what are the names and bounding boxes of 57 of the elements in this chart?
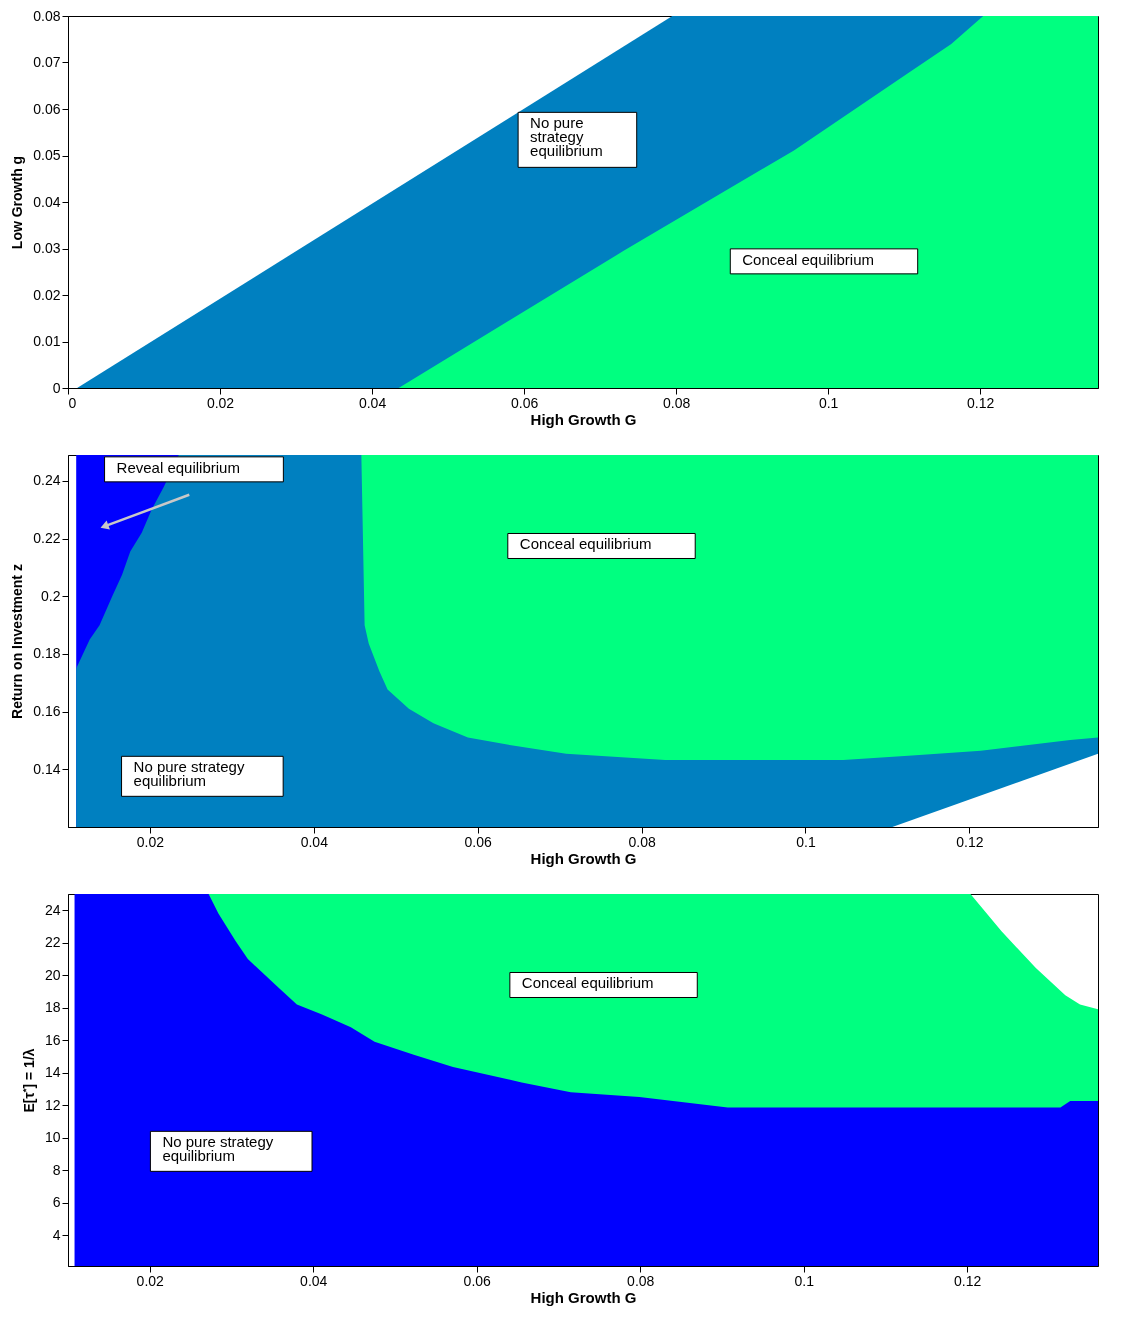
y-tick-label: 0.18 (33, 645, 61, 662)
x-tick-label: 0.06 (464, 833, 493, 850)
x-tick-label: 0.1 (818, 394, 839, 411)
y-tick-label: 0.02 (33, 286, 61, 303)
x-tick-label: 0.1 (796, 833, 816, 850)
x-axis-title: High Growth G (530, 849, 637, 867)
x-tick-label: 0.06 (463, 1272, 492, 1289)
x-axis-title: High Growth G (530, 410, 637, 428)
y-tick-label: 6 (52, 1194, 61, 1211)
y-tick-label: 0 (52, 379, 61, 396)
x-tick-label: 0.04 (300, 833, 329, 850)
x-tick-label: 0.02 (136, 833, 165, 850)
x-tick-label: 0 (68, 394, 77, 411)
x-tick-label: 0.06 (510, 394, 539, 411)
y-tick-label: 0.03 (33, 240, 61, 256)
y-tick-label: 14 (44, 1064, 61, 1081)
y-axis-title: Return on Investment z (9, 564, 26, 719)
annotation: Conceal equilibrium (519, 535, 652, 553)
y-tick-label: 0.24 (33, 472, 61, 489)
x-axis-title: High Growth G (530, 1288, 637, 1306)
annotation: Reveal equilibrium (116, 458, 240, 476)
y-tick-label: 24 (44, 901, 61, 918)
x-tick-label: 0.12 (967, 394, 995, 411)
y-tick-label: 20 (44, 966, 61, 983)
y-tick-label: 0.08 (33, 7, 61, 24)
y-tick-label: 0.16 (33, 703, 61, 720)
x-tick-label: 0.02 (206, 394, 235, 411)
y-axis-title: Low Growth g (9, 155, 26, 250)
y-tick-label: 12 (44, 1096, 61, 1113)
x-tick-label: 0.12 (956, 833, 984, 850)
y-tick-label: 0.14 (33, 760, 61, 777)
y-tick-label: 16 (44, 1031, 61, 1048)
x-tick-label: 0.08 (627, 1272, 655, 1289)
x-tick-label: 0.02 (136, 1272, 165, 1289)
x-tick-label: 0.08 (662, 394, 691, 411)
y-tick-label: 10 (44, 1129, 61, 1146)
annotation: No pure strategy equilibrium (162, 1133, 274, 1165)
x-tick-label: 0.12 (954, 1272, 982, 1289)
y-tick-label: 0.01 (33, 333, 61, 349)
y-tick-label: 8 (52, 1161, 61, 1178)
y-tick-label: 0.07 (33, 54, 61, 70)
annotation: No pure strategy equilibrium (133, 758, 245, 790)
y-tick-label: 22 (44, 934, 61, 951)
y-tick-label: 4 (52, 1226, 61, 1243)
y-tick-label: 18 (44, 999, 61, 1016)
y-tick-label: 0.04 (33, 193, 61, 210)
x-tick-label: 0.08 (628, 833, 656, 850)
x-tick-label: 0.04 (358, 394, 387, 411)
y-tick-label: 0.05 (33, 147, 61, 163)
annotation: No pure strategy equilibrium (530, 114, 603, 160)
annotation: Conceal equilibrium (742, 250, 875, 268)
y-tick-label: 0.2 (41, 587, 61, 604)
annotation: Conceal equilibrium (521, 974, 654, 992)
y-tick-label: 0.06 (33, 100, 61, 117)
x-tick-label: 0.1 (794, 1272, 815, 1289)
x-tick-label: 0.04 (300, 1272, 328, 1289)
y-tick-label: 0.22 (33, 530, 61, 547)
